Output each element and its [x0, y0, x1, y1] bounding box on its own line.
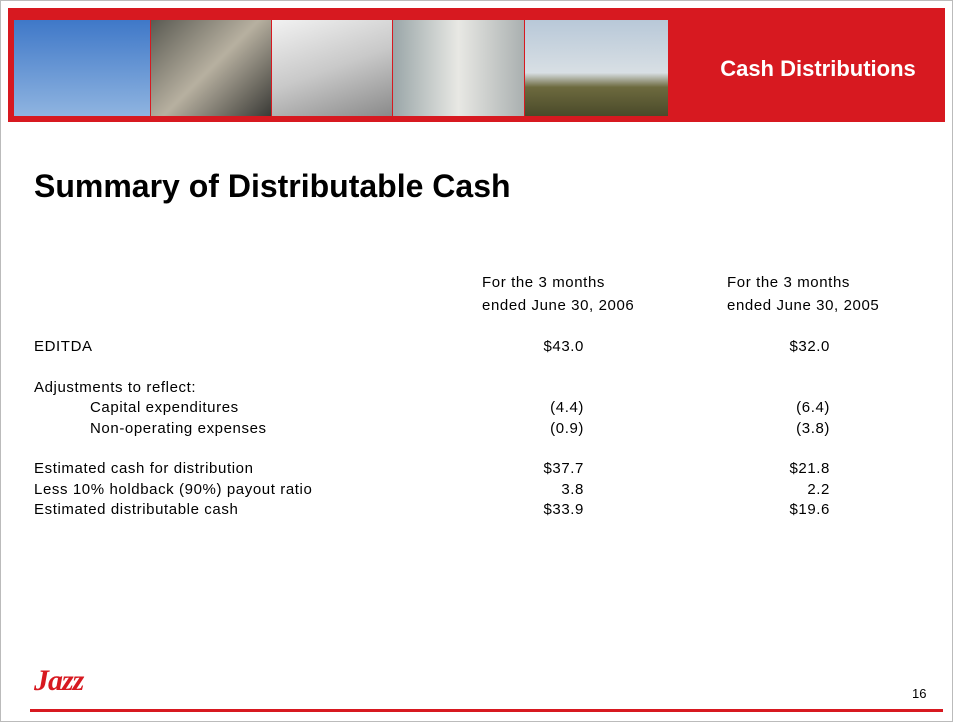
row-value: (6.4) [796, 399, 830, 416]
row-label: Estimated distributable cash [34, 501, 239, 518]
row-value: (0.9) [550, 420, 584, 437]
column-header: ended June 30, 2005 [727, 297, 880, 314]
row-value: $43.0 [543, 338, 584, 355]
header-title: Cash Distributions [720, 56, 916, 81]
photo-fuselage [272, 20, 392, 116]
row-value: $33.9 [543, 501, 584, 518]
column-header: For the 3 months [482, 274, 605, 291]
header-banner: Cash Distributions [8, 8, 945, 122]
row-value: $21.8 [789, 460, 830, 477]
row-value: $37.7 [543, 460, 584, 477]
footer-rule [30, 709, 943, 712]
photo-jet [14, 20, 150, 116]
row-label: Non-operating expenses [90, 420, 267, 437]
row-label: Capital expenditures [90, 399, 239, 416]
row-value: 2.2 [807, 481, 830, 498]
row-value: $19.6 [789, 501, 830, 518]
column-header: For the 3 months [727, 274, 850, 291]
heading: Summary of Distributable Cash [34, 168, 511, 204]
photo-cockpit [151, 20, 271, 116]
photo-cabin [393, 20, 524, 116]
column-header: ended June 30, 2006 [482, 297, 635, 314]
photo-turboprop [525, 20, 668, 116]
row-value: $32.0 [789, 338, 830, 355]
row-value: (3.8) [796, 420, 830, 437]
row-label: Estimated cash for distribution [34, 460, 254, 477]
row-label: Less 10% holdback (90%) payout ratio [34, 481, 313, 498]
row-label: EDITDA [34, 338, 93, 355]
row-value: (4.4) [550, 399, 584, 416]
row-value: 3.8 [561, 481, 584, 498]
row-label: Adjustments to reflect: [34, 379, 197, 396]
page-number: 16 [912, 686, 927, 701]
logo: Jazz [34, 664, 84, 697]
